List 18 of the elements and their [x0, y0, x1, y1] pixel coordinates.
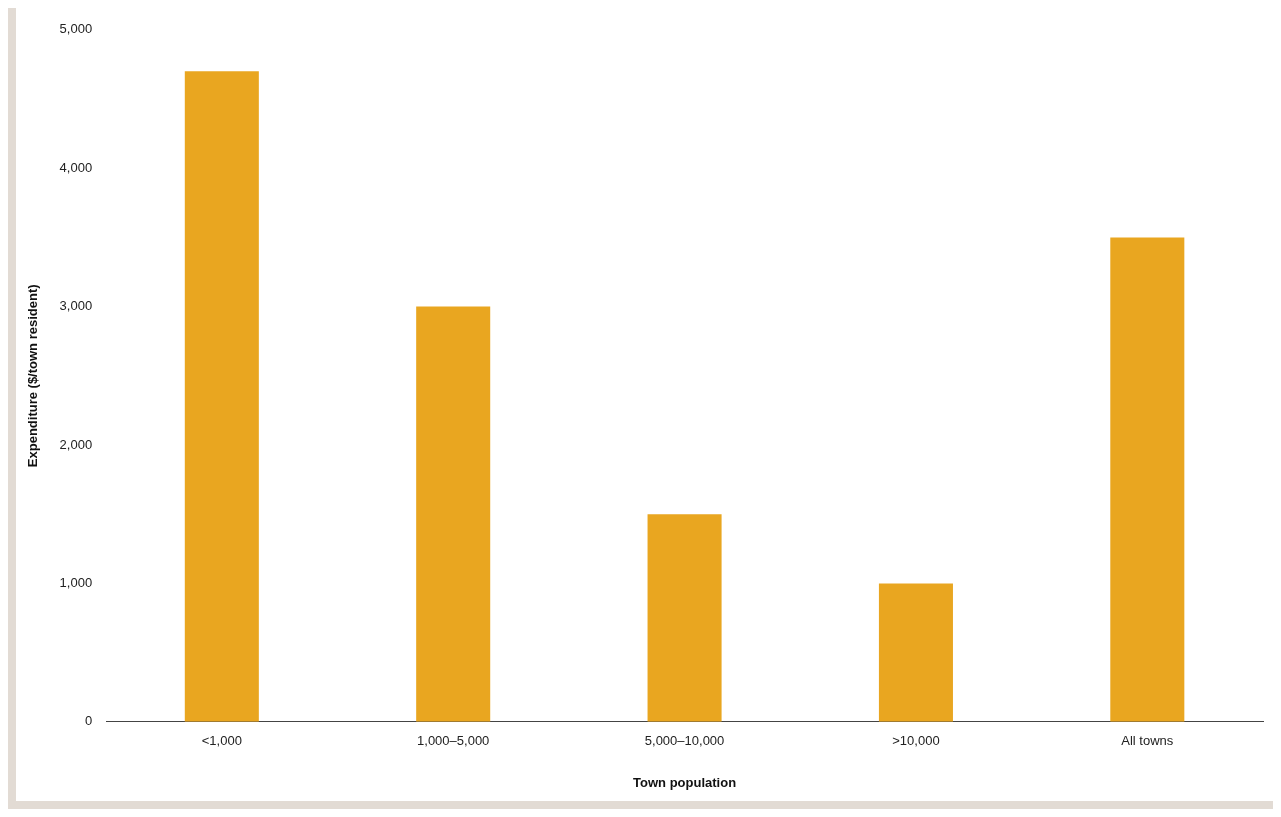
bar [647, 514, 722, 722]
y-tick-label: 2,000 [59, 436, 93, 452]
x-tick-label: 1,000–5,000 [417, 733, 490, 749]
bar [1110, 237, 1185, 722]
x-tick-label: >10,000 [892, 733, 940, 749]
x-tick-label: 5,000–10,000 [644, 733, 725, 749]
y-tick-label: 1,000 [59, 574, 93, 590]
bar [416, 306, 491, 722]
x-tick-label: <1,000 [201, 733, 242, 749]
x-tick-label: All towns [1121, 733, 1174, 749]
y-tick-label: 3,000 [59, 298, 93, 314]
bar [184, 71, 259, 722]
y-tick-label: 0 [84, 713, 93, 729]
y-tick-label: 5,000 [59, 21, 93, 37]
y-axis-title: Expenditure ($/town resident) [25, 284, 41, 468]
y-tick-label: 4,000 [59, 159, 93, 175]
x-axis-title: Town population [633, 774, 737, 790]
bar [878, 583, 953, 722]
